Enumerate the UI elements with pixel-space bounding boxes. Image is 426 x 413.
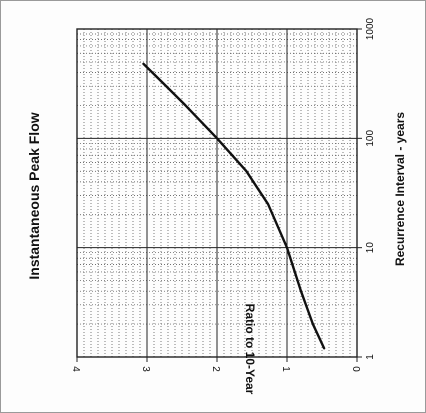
y-tick-label: 1 xyxy=(365,354,376,360)
x-tick-label: 1 xyxy=(280,366,291,372)
x-tick-label: 3 xyxy=(140,366,151,372)
x-tick-label: 4 xyxy=(70,366,81,372)
axis-ticks xyxy=(76,28,362,362)
y-axis-title: Recurrence Interval - years xyxy=(393,112,407,266)
series-line xyxy=(142,62,326,350)
x-axis-title: Ratio to 10-Year xyxy=(243,304,257,395)
y-tick-label: 100 xyxy=(365,130,376,147)
y-tick-label: 10 xyxy=(365,242,376,254)
x-tick-label: 0 xyxy=(350,366,361,372)
y-tick-label: 1000 xyxy=(365,17,376,40)
x-tick-label: 2 xyxy=(210,366,221,372)
chart-title: Instantaneous Peak Flow xyxy=(26,112,42,279)
series-group xyxy=(142,62,326,350)
major-gridlines xyxy=(77,29,357,357)
minor-gridlines xyxy=(77,29,357,357)
